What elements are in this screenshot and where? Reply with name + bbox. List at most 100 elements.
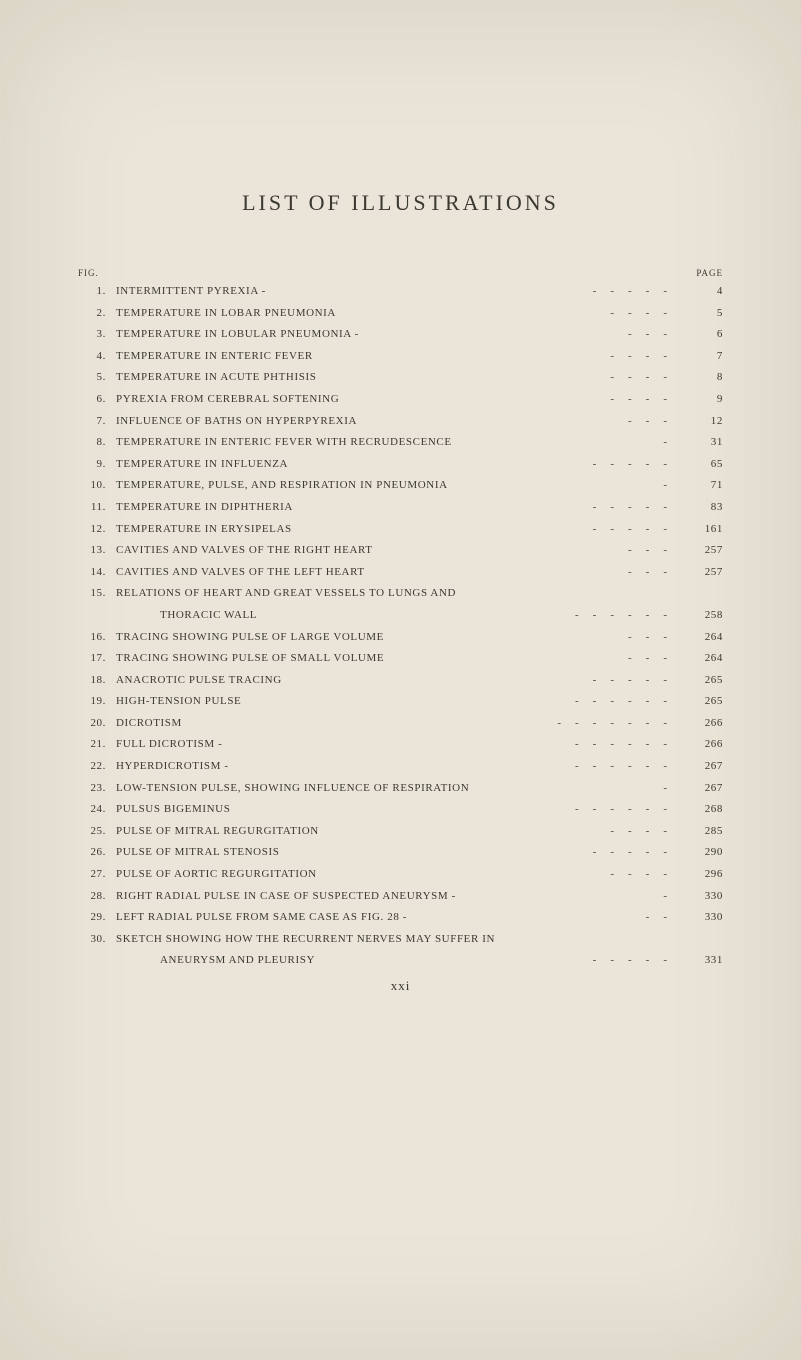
leader-dashes: ------	[575, 761, 681, 772]
toc-row: 11.TEMPERATURE IN DIPHTHERIA-----83	[78, 502, 723, 513]
page-ref: 161	[681, 524, 723, 535]
fig-number: 6.	[78, 394, 106, 405]
fig-number: 26.	[78, 847, 106, 858]
fig-label: CAVITIES AND VALVES OF THE LEFT HEART	[106, 567, 628, 578]
toc-row: 25.PULSE OF MITRAL REGURGITATION----285	[78, 826, 723, 837]
fig-number: 4.	[78, 351, 106, 362]
fig-label: TEMPERATURE IN ERYSIPELAS	[106, 524, 593, 535]
toc-row: 4.TEMPERATURE IN ENTERIC FEVER----7	[78, 351, 723, 362]
toc-row: 20.DICROTISM-------266	[78, 718, 723, 729]
page-ref: 12	[681, 416, 723, 427]
fig-number: 22.	[78, 761, 106, 772]
fig-number: 30.	[78, 934, 106, 945]
fig-number: 13.	[78, 545, 106, 556]
toc-row: 29.LEFT RADIAL PULSE FROM SAME CASE AS F…	[78, 912, 723, 923]
fig-label: TEMPERATURE, PULSE, AND RESPIRATION IN P…	[106, 480, 663, 491]
fig-label: THORACIC WALL	[106, 610, 575, 621]
header-page: PAGE	[696, 268, 723, 278]
leader-dashes: --	[646, 912, 681, 923]
fig-label: RIGHT RADIAL PULSE IN CASE OF SUSPECTED …	[106, 891, 663, 902]
fig-number: 17.	[78, 653, 106, 664]
toc-row: 28.RIGHT RADIAL PULSE IN CASE OF SUSPECT…	[78, 891, 723, 902]
page-ref: 71	[681, 480, 723, 491]
fig-label: TEMPERATURE IN LOBAR PNEUMONIA	[106, 308, 610, 319]
toc-row: ANEURYSM AND PLEURISY-----331	[78, 955, 723, 966]
leader-dashes: ---	[628, 416, 681, 427]
header-fig: FIG.	[78, 268, 99, 278]
fig-number: 5.	[78, 372, 106, 383]
fig-number: 3.	[78, 329, 106, 340]
fig-label: ANEURYSM AND PLEURISY	[106, 955, 593, 966]
page-ref: 6	[681, 329, 723, 340]
fig-number: 19.	[78, 696, 106, 707]
page-ref: 83	[681, 502, 723, 513]
fig-label: PULSUS BIGEMINUS	[106, 804, 575, 815]
page-ref: 257	[681, 567, 723, 578]
column-headers: FIG. PAGE	[78, 268, 723, 278]
leader-dashes: -----	[593, 524, 681, 535]
leader-dashes: -------	[557, 718, 681, 729]
leader-dashes: ----	[610, 308, 681, 319]
fig-number: 10.	[78, 480, 106, 491]
fig-label: TEMPERATURE IN ENTERIC FEVER WITH RECRUD…	[106, 437, 663, 448]
page-ref: 290	[681, 847, 723, 858]
leader-dashes: ---	[628, 653, 681, 664]
fig-label: TRACING SHOWING PULSE OF SMALL VOLUME	[106, 653, 628, 664]
leader-dashes: ------	[575, 804, 681, 815]
fig-label: INFLUENCE OF BATHS ON HYPERPYREXIA	[106, 416, 628, 427]
fig-label: TEMPERATURE IN ACUTE PHTHISIS	[106, 372, 610, 383]
fig-label: DICROTISM	[106, 718, 557, 729]
list-of-illustrations: 1.INTERMITTENT PYREXIA ------42.TEMPERAT…	[78, 286, 723, 966]
toc-row: 15.RELATIONS OF HEART AND GREAT VESSELS …	[78, 588, 723, 599]
page-ref: 5	[681, 308, 723, 319]
fig-number: 23.	[78, 783, 106, 794]
toc-row: 30.SKETCH SHOWING HOW THE RECURRENT NERV…	[78, 934, 723, 945]
fig-label: CAVITIES AND VALVES OF THE RIGHT HEART	[106, 545, 628, 556]
toc-row: 21.FULL DICROTISM -------266	[78, 739, 723, 750]
leader-dashes: ------	[575, 696, 681, 707]
leader-dashes: ----	[610, 394, 681, 405]
toc-row: 1.INTERMITTENT PYREXIA ------4	[78, 286, 723, 297]
fig-label: PULSE OF MITRAL REGURGITATION	[106, 826, 610, 837]
page-ref: 264	[681, 653, 723, 664]
toc-row: 12.TEMPERATURE IN ERYSIPELAS-----161	[78, 524, 723, 535]
fig-number: 7.	[78, 416, 106, 427]
fig-label: PULSE OF AORTIC REGURGITATION	[106, 869, 610, 880]
page-ref: 296	[681, 869, 723, 880]
toc-row: 5.TEMPERATURE IN ACUTE PHTHISIS----8	[78, 372, 723, 383]
page-ref: 258	[681, 610, 723, 621]
page-ref: 331	[681, 955, 723, 966]
toc-row: 9.TEMPERATURE IN INFLUENZA-----65	[78, 459, 723, 470]
fig-number: 2.	[78, 308, 106, 319]
toc-row: 3.TEMPERATURE IN LOBULAR PNEUMONIA ----6	[78, 329, 723, 340]
leader-dashes: -----	[593, 955, 681, 966]
fig-number: 24.	[78, 804, 106, 815]
toc-row: THORACIC WALL------258	[78, 610, 723, 621]
fig-label: LOW-TENSION PULSE, SHOWING INFLUENCE OF …	[106, 783, 663, 794]
page-ref: 266	[681, 739, 723, 750]
leader-dashes: ----	[610, 351, 681, 362]
leader-dashes: -----	[593, 675, 681, 686]
leader-dashes: -	[663, 480, 681, 491]
toc-row: 24.PULSUS BIGEMINUS------268	[78, 804, 723, 815]
page-ref: 65	[681, 459, 723, 470]
leader-dashes: ----	[610, 372, 681, 383]
page-ref: 268	[681, 804, 723, 815]
toc-row: 10.TEMPERATURE, PULSE, AND RESPIRATION I…	[78, 480, 723, 491]
leader-dashes: ----	[610, 869, 681, 880]
fig-label: TEMPERATURE IN ENTERIC FEVER	[106, 351, 610, 362]
page-number-footer: xxi	[78, 978, 723, 994]
fig-label: TEMPERATURE IN DIPHTHERIA	[106, 502, 593, 513]
toc-row: 6.PYREXIA FROM CEREBRAL SOFTENING----9	[78, 394, 723, 405]
fig-number: 8.	[78, 437, 106, 448]
page-ref: 8	[681, 372, 723, 383]
toc-row: 23.LOW-TENSION PULSE, SHOWING INFLUENCE …	[78, 783, 723, 794]
leader-dashes: -	[663, 437, 681, 448]
page-container: LIST OF ILLUSTRATIONS FIG. PAGE 1.INTERM…	[0, 0, 801, 994]
page-ref: 285	[681, 826, 723, 837]
fig-label: ANACROTIC PULSE TRACING	[106, 675, 593, 686]
fig-label: PYREXIA FROM CEREBRAL SOFTENING	[106, 394, 610, 405]
leader-dashes: ------	[575, 610, 681, 621]
fig-number: 15.	[78, 588, 106, 599]
toc-row: 17.TRACING SHOWING PULSE OF SMALL VOLUME…	[78, 653, 723, 664]
